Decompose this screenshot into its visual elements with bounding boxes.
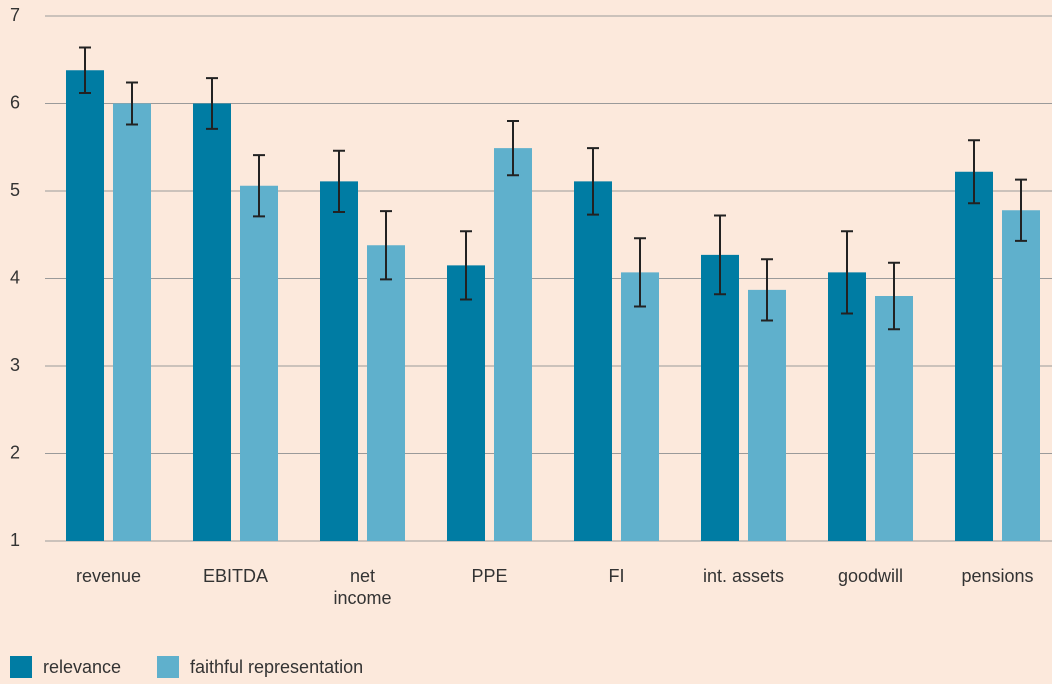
error-bar bbox=[714, 214, 726, 296]
x-tick-label: int. assets bbox=[702, 566, 785, 586]
error-bar bbox=[253, 154, 265, 218]
x-tick-label: EBITDA bbox=[202, 566, 268, 586]
y-tick-label: 2 bbox=[10, 442, 20, 462]
bar bbox=[494, 148, 532, 541]
y-tick-label: 6 bbox=[10, 92, 20, 112]
bar bbox=[193, 103, 231, 541]
y-tick-label: 4 bbox=[10, 267, 20, 287]
y-tick-label: 3 bbox=[10, 355, 20, 375]
bar bbox=[113, 103, 151, 541]
bar bbox=[828, 272, 866, 541]
error-bar bbox=[79, 46, 91, 94]
bar bbox=[574, 181, 612, 541]
x-tick-label: pensions bbox=[961, 566, 1034, 586]
error-bar bbox=[888, 261, 900, 331]
x-tick-label: revenue bbox=[75, 566, 142, 586]
x-tick-label: FI bbox=[608, 566, 625, 586]
error-bar bbox=[507, 120, 519, 177]
y-tick-label: 7 bbox=[10, 5, 20, 25]
error-bar bbox=[968, 139, 980, 205]
y-tick-label: 5 bbox=[10, 180, 20, 200]
error-bar bbox=[841, 230, 853, 315]
bar bbox=[621, 272, 659, 541]
bar bbox=[66, 70, 104, 541]
bar bbox=[447, 265, 485, 541]
error-bar bbox=[460, 230, 472, 301]
error-bar bbox=[761, 258, 773, 322]
legend-swatch bbox=[10, 656, 32, 678]
error-bar bbox=[634, 237, 646, 308]
bar bbox=[367, 245, 405, 541]
bar bbox=[1002, 210, 1040, 541]
bar bbox=[701, 254, 739, 541]
x-tick-label: PPE bbox=[471, 566, 508, 586]
y-tick-label: 1 bbox=[10, 530, 20, 550]
error-bar bbox=[587, 147, 599, 216]
error-bar bbox=[1015, 178, 1027, 242]
error-bar bbox=[380, 210, 392, 281]
legend-label: faithful representation bbox=[190, 657, 363, 677]
legend-swatch bbox=[157, 656, 179, 678]
bar bbox=[320, 181, 358, 541]
bar bbox=[240, 185, 278, 541]
bar bbox=[748, 289, 786, 541]
error-bar bbox=[333, 149, 345, 213]
bar bbox=[875, 296, 913, 541]
x-tick-label: goodwill bbox=[837, 566, 904, 586]
bar bbox=[955, 171, 993, 541]
error-bar bbox=[126, 81, 138, 126]
error-bar bbox=[206, 77, 218, 130]
x-tick-label: net income bbox=[333, 566, 392, 608]
legend-label: relevance bbox=[43, 657, 121, 677]
